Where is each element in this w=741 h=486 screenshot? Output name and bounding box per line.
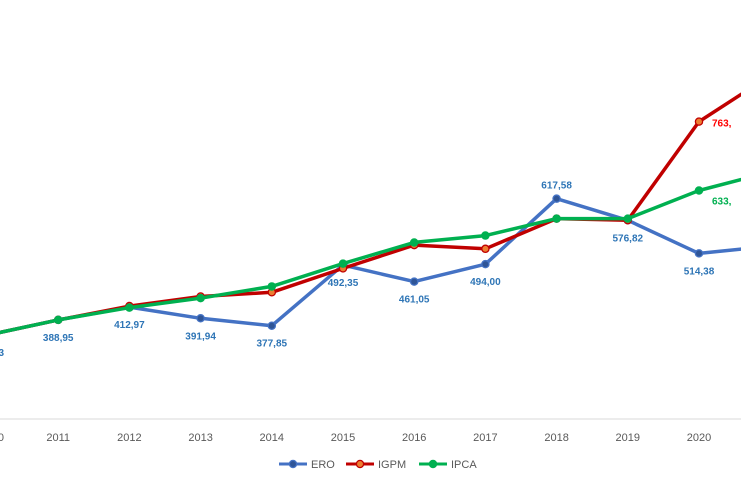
data-label-ero-2016: 461,05 [399,295,430,306]
data-label-ero-2010: 3 [0,348,4,359]
series-line-igpm [0,92,741,335]
legend: ERO IGPM IPCA [279,459,477,471]
data-label-ero-2014: 377,85 [257,339,288,350]
x-tick-2015: 2015 [331,432,355,444]
data-label-ero-2012: 412,97 [114,320,145,331]
x-tick-2013: 2013 [188,432,212,444]
data-label-ero-2018: 617,58 [541,181,572,192]
data-label-ero-2011: 388,95 [43,333,74,344]
point-ero-2013 [196,314,205,323]
x-tick-labels: 0 2011 2012 2013 2014 2015 2016 2017 2018 2019 202… [0,432,711,444]
point-ero-2014 [267,321,277,330]
legend-label-ero: ERO [311,459,335,471]
legend-label-ipca: IPCA [451,459,477,471]
legend-label-igpm: IGPM [378,459,406,471]
x-tick-2020: 2020 [687,432,711,444]
data-label-ipca-2020: 633, [712,197,732,208]
point-ero-2018 [552,194,561,203]
point-ipca-2014 [267,282,277,291]
point-ipca-2015 [338,259,348,268]
point-igpm-2017 [481,244,490,254]
point-ipca-2019 [623,214,633,223]
x-tick-2014: 2014 [260,432,284,444]
data-label-ero-2013: 391,94 [185,331,216,342]
series-line-ipca [0,177,741,335]
x-tick-2019: 2019 [616,432,640,444]
point-ero-2016 [409,277,419,286]
x-tick-2017: 2017 [473,432,497,444]
x-tick-2011: 2011 [46,432,70,444]
x-tick-2012: 2012 [117,432,141,444]
point-ero-2017 [481,259,490,269]
point-ipca-2017 [481,231,490,240]
point-ero-2020 [694,249,704,258]
point-ipca-2012 [125,303,134,312]
data-label-ero-2015: 492,35 [328,278,359,289]
legend-marker-igpm [355,459,365,469]
series-layer [0,92,741,335]
data-label-ero-2017: 494,00 [470,277,501,288]
point-ipca-2018 [552,214,561,223]
x-tick-0: 0 [0,432,4,444]
point-ipca-2011 [53,315,63,325]
data-labels-layer: 3 388,95 412,97 391,94 377,85 492,35 461,05 494… [0,119,732,360]
x-tick-2018: 2018 [544,432,568,444]
legend-marker-ero [288,459,298,469]
point-ipca-2016 [409,238,419,247]
point-ipca-2013 [196,293,205,303]
data-label-igpm-2020: 763, [712,119,732,130]
point-igpm-2020 [694,117,704,126]
data-label-ero-2020: 514,38 [684,266,715,277]
legend-marker-ipca [428,459,438,469]
data-label-ero-2019: 576,82 [613,233,644,244]
point-ipca-2020 [694,186,704,195]
x-tick-2016: 2016 [402,432,426,444]
